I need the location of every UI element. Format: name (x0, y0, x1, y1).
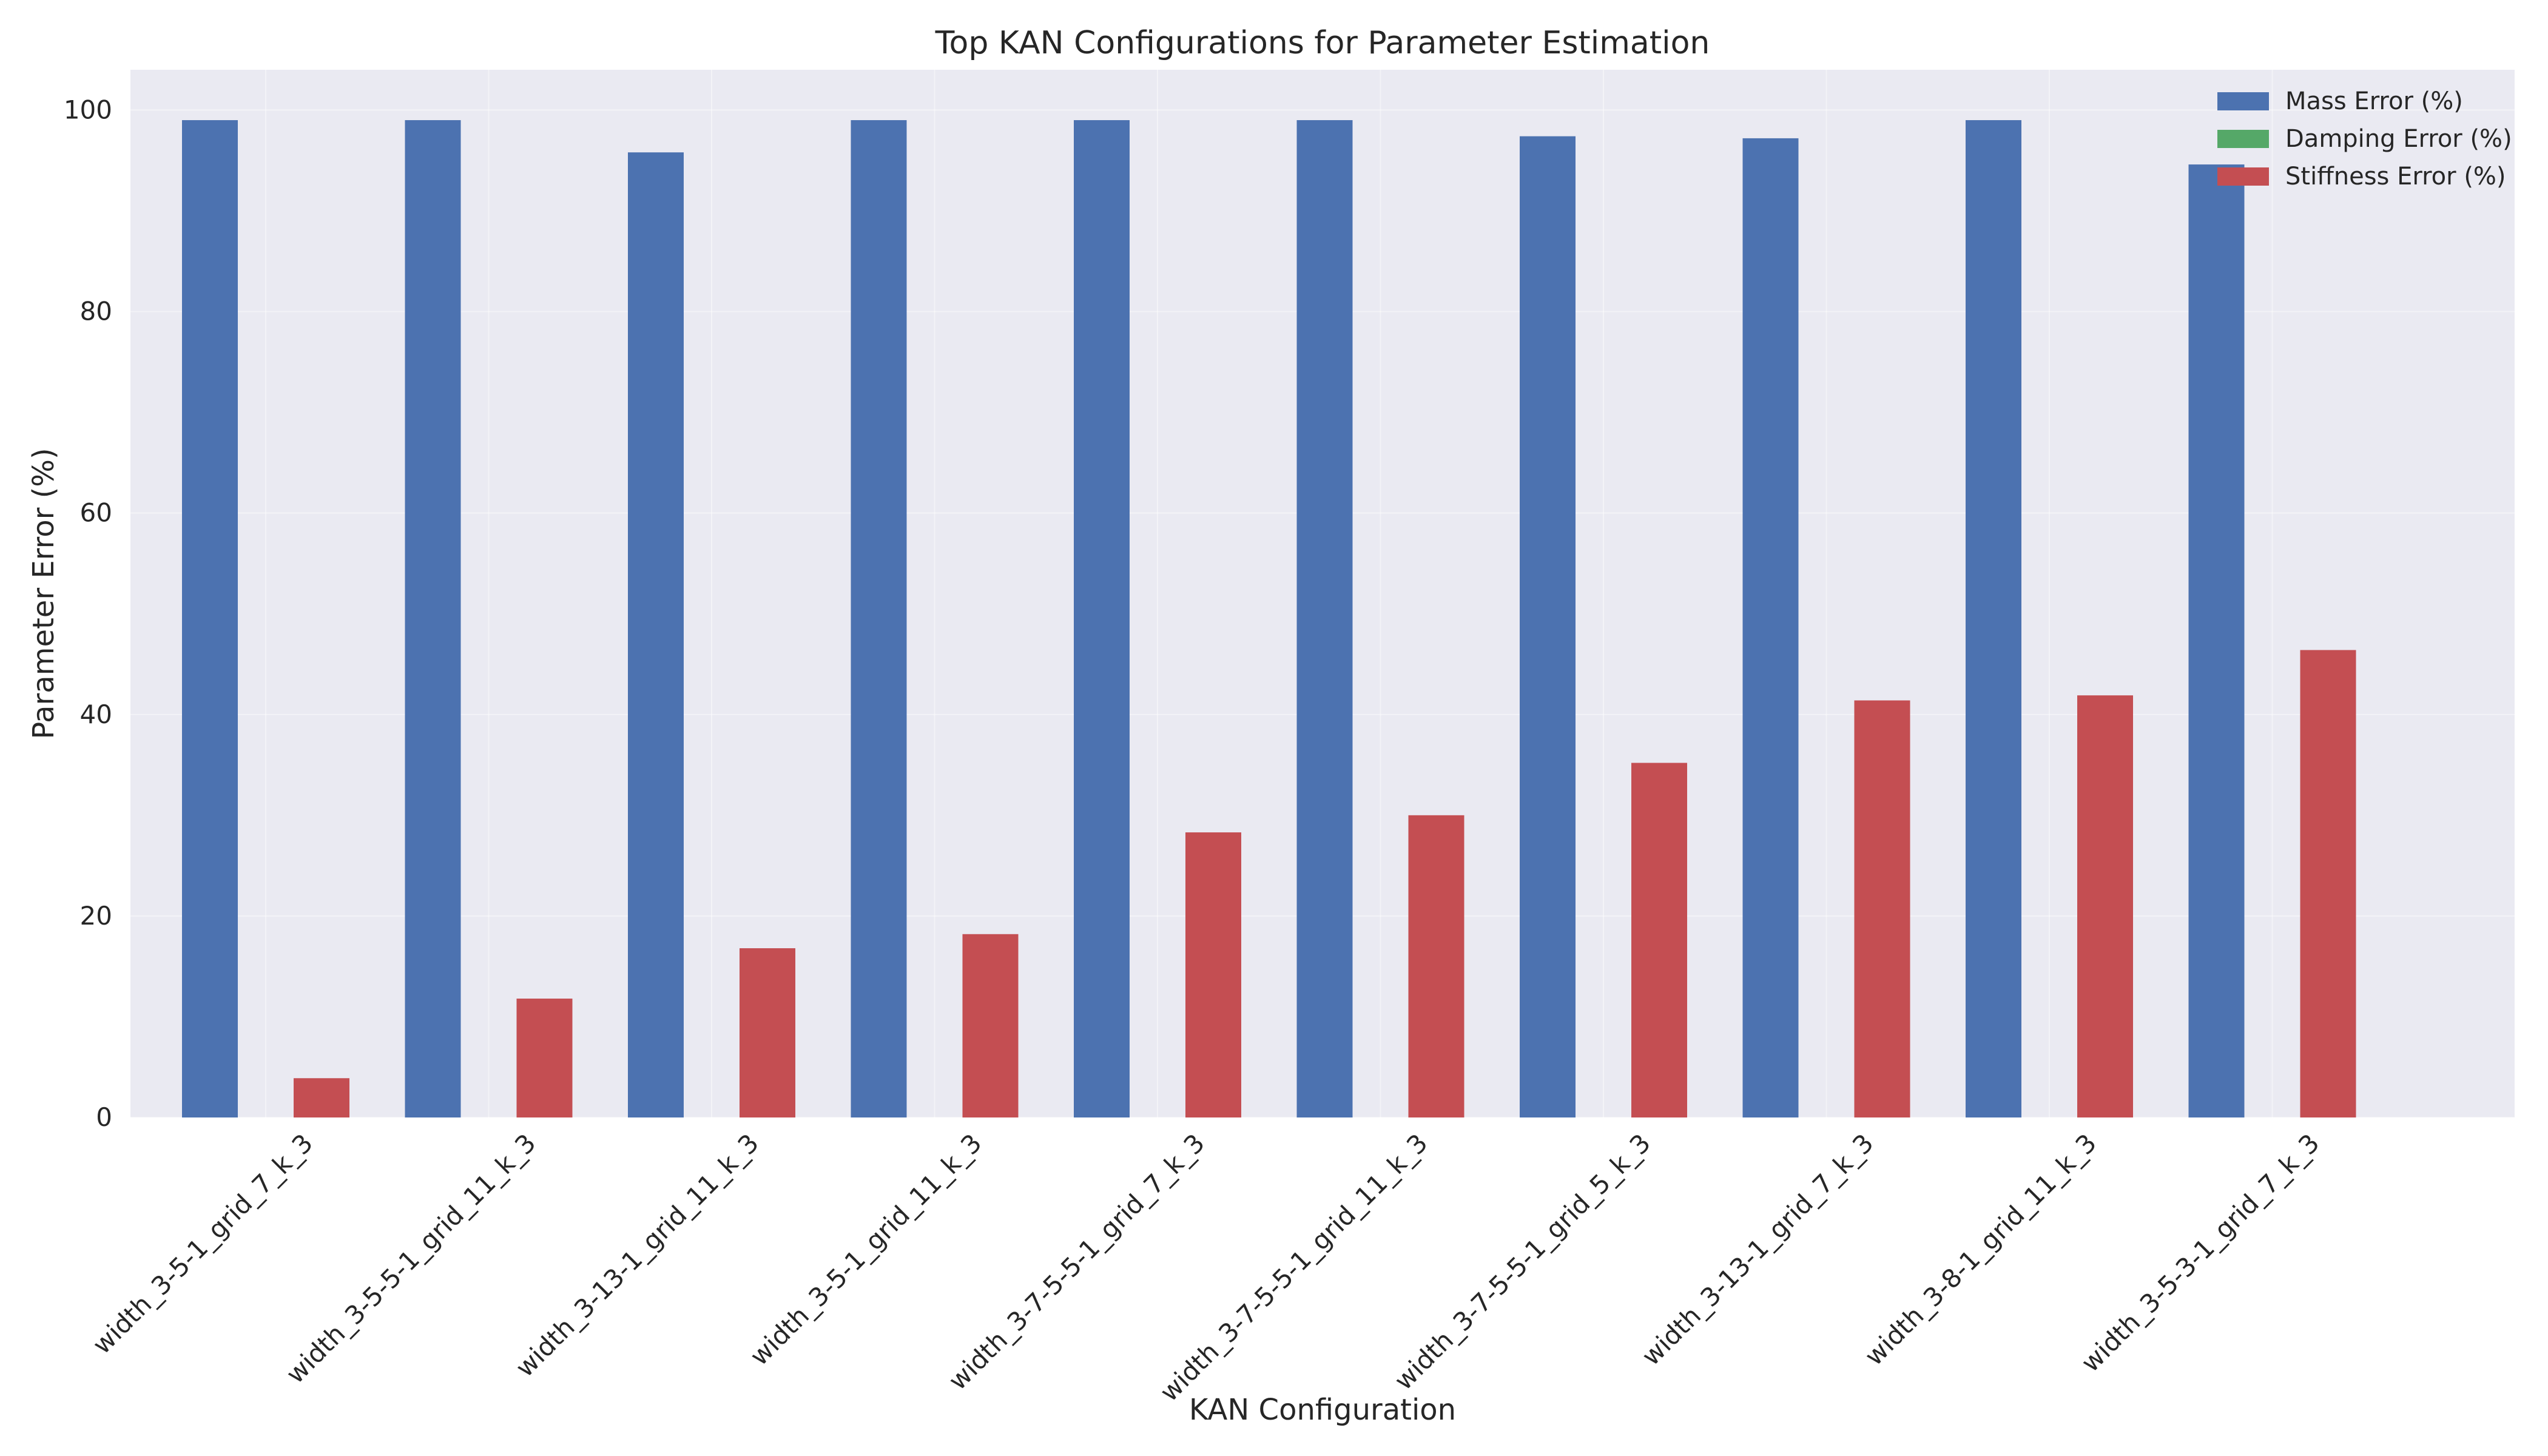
y-tick-label: 0 (96, 1102, 112, 1132)
chart-title: Top KAN Configurations for Parameter Est… (935, 25, 1710, 61)
y-tick-label: 20 (80, 901, 112, 931)
bar-stiffness-error (2300, 650, 2356, 1117)
y-axis-ticks: 0 20 40 60 80 100 (64, 95, 112, 1132)
bar-mass-error (1742, 138, 1799, 1118)
bar-mass-error (1074, 120, 1130, 1118)
x-axis-label: KAN Configuration (1189, 1393, 1456, 1427)
bar-stiffness-error (294, 1078, 349, 1117)
bar-mass-error (2188, 164, 2245, 1117)
bar-stiffness-error (2077, 695, 2133, 1117)
legend-swatch (2217, 167, 2269, 186)
bar-mass-error (1520, 136, 1576, 1117)
bar-stiffness-error (962, 934, 1019, 1117)
legend-swatch (2217, 92, 2269, 110)
bar-mass-error (1966, 120, 2021, 1118)
x-tick-label: width_3-8-1_grid_11_k_3 (1859, 1128, 2102, 1371)
x-axis-ticks: width_3-5-1_grid_7_k_3width_3-5-5-1_grid… (87, 1128, 2325, 1407)
bar-mass-error (405, 120, 461, 1118)
bar-stiffness-error (1631, 763, 1687, 1117)
x-tick-label: width_3-13-1_grid_7_k_3 (1636, 1128, 1879, 1371)
bar-mass-error (1296, 120, 1353, 1118)
y-axis-label: Parameter Error (%) (27, 448, 61, 739)
bar-mass-error (628, 152, 684, 1117)
y-tick-label: 60 (80, 498, 112, 528)
bar-mass-error (182, 120, 238, 1118)
y-tick-label: 100 (64, 95, 112, 124)
x-tick-label: width_3-13-1_grid_11_k_3 (510, 1128, 764, 1383)
legend-label: Damping Error (%) (2285, 125, 2512, 153)
x-tick-label: width_3-5-3-1_grid_7_k_3 (2075, 1128, 2325, 1378)
legend-label: Stiffness Error (%) (2285, 163, 2506, 190)
x-tick-label: width_3-7-5-5-1_grid_5_k_3 (1389, 1128, 1656, 1395)
y-tick-label: 40 (80, 699, 112, 729)
legend: Mass Error (%) Damping Error (%) Stiffness… (2217, 87, 2512, 190)
x-tick-label: width_3-5-5-1_grid_11_k_3 (280, 1128, 542, 1389)
x-tick-label: width_3-5-1_grid_11_k_3 (744, 1128, 988, 1371)
bar-stiffness-error (1408, 815, 1464, 1117)
legend-label: Mass Error (%) (2285, 87, 2463, 115)
x-tick-label: width_3-5-1_grid_7_k_3 (87, 1128, 318, 1360)
bar-stiffness-error (1854, 700, 1910, 1117)
x-tick-label: width_3-7-5-5-1_grid_7_k_3 (943, 1128, 1210, 1395)
bar-stiffness-error (740, 948, 795, 1117)
bar-stiffness-error (516, 999, 573, 1117)
x-tick-label: width_3-7-5-5-1_grid_11_k_3 (1154, 1128, 1433, 1407)
bars (182, 120, 2356, 1118)
legend-swatch (2217, 130, 2269, 148)
y-tick-label: 80 (80, 297, 112, 326)
bar-mass-error (851, 120, 907, 1118)
bar-stiffness-error (1185, 832, 1241, 1117)
